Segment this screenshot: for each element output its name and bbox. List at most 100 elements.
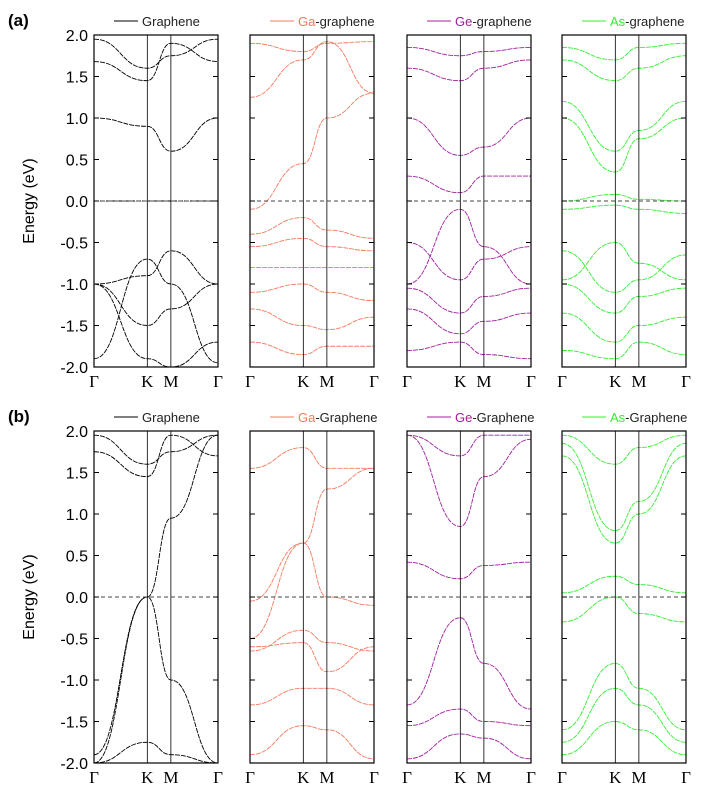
band-panel: (a) Graphene 2.0 1.5 1.0 0.5 0.0 -0.5 -1.0 -1.5 -2… [8, 11, 223, 391]
band-line [93, 741, 219, 764]
band-line [406, 175, 531, 194]
band-line [561, 341, 687, 360]
k-point-label: M [163, 768, 178, 787]
k-point-label: K [609, 768, 622, 787]
band-line [406, 117, 532, 156]
band-line [406, 434, 531, 457]
k-point-label: M [319, 768, 334, 787]
y-tick-label: 0.0 [66, 194, 88, 211]
k-point-label: Γ [89, 372, 99, 391]
y-tick-label: 0.5 [66, 549, 88, 566]
band-line [406, 617, 532, 710]
k-point-label: M [319, 372, 334, 391]
band-line [93, 596, 219, 764]
k-point-label: Γ [681, 768, 691, 787]
k-point-label: Γ [526, 372, 536, 391]
k-point-label: Γ [402, 768, 412, 787]
band-line [93, 38, 219, 69]
band-line [93, 434, 219, 764]
k-point-label: Γ [526, 768, 536, 787]
band-panel: Ge-Graphene Γ K M Γ [402, 410, 536, 787]
band-line [406, 308, 532, 335]
legend-label: Ga-graphene [298, 14, 375, 29]
y-tick-label: 2.0 [66, 424, 88, 441]
band-line [249, 725, 375, 760]
band-line [249, 467, 375, 602]
band-line [406, 708, 532, 727]
k-point-label: K [609, 372, 622, 391]
band-line [249, 41, 375, 53]
y-tick-label: 1.0 [66, 111, 88, 128]
band-line [561, 721, 687, 756]
y-tick-label: 1.0 [66, 507, 88, 524]
band-line [406, 208, 532, 285]
y-tick-label: -0.5 [60, 632, 88, 649]
y-tick-label: 2.0 [66, 28, 88, 45]
y-tick-label: 0.0 [66, 590, 88, 607]
legend-label: Ge-Graphene [455, 410, 535, 425]
k-point-label: K [141, 768, 154, 787]
y-tick-label: 1.5 [66, 70, 88, 87]
y-tick-label: -2.0 [60, 756, 88, 773]
band-line [249, 629, 375, 652]
band-panel: Ga-graphene Γ K M Γ [245, 14, 379, 391]
band-line [561, 575, 687, 594]
y-tick-label: -1.5 [60, 715, 88, 732]
band-line [561, 204, 687, 214]
band-panel: (b) Graphene 2.0 1.5 1.0 0.5 0.0 -0.5 -1.0 -1.5 -2… [8, 407, 223, 787]
k-point-label: Γ [557, 768, 567, 787]
band-line [561, 596, 687, 623]
k-point-label: Γ [245, 768, 255, 787]
band-line [93, 250, 219, 285]
k-point-label: Γ [557, 372, 567, 391]
band-line [249, 447, 374, 469]
legend-label: Ga-Graphene [298, 410, 378, 425]
band-line [249, 642, 375, 673]
band-line [249, 41, 375, 98]
k-point-label: M [631, 768, 646, 787]
panel-label: (b) [8, 407, 30, 426]
band-line [561, 662, 687, 731]
band-line [406, 287, 532, 314]
band-line [561, 242, 687, 281]
k-point-label: K [297, 768, 310, 787]
k-point-label: K [454, 372, 467, 391]
band-line [249, 687, 375, 706]
k-point-label: K [141, 372, 154, 391]
y-axis-label: Energy (eV) [21, 554, 38, 639]
band-line [93, 117, 219, 152]
band-line [561, 250, 687, 293]
band-line [249, 237, 375, 252]
band-panel: Ge-graphene Γ K M Γ [402, 14, 536, 391]
y-tick-label: 0.5 [66, 153, 88, 170]
band-line [561, 193, 687, 202]
band-line [561, 443, 687, 532]
k-point-label: M [476, 768, 491, 787]
band-line [249, 283, 375, 302]
y-tick-label: 1.5 [66, 466, 88, 483]
k-point-label: Γ [213, 372, 223, 391]
band-line [561, 312, 687, 343]
y-tick-label: -0.5 [60, 236, 88, 253]
band-line [561, 55, 687, 82]
band-line [406, 242, 532, 281]
k-point-label: Γ [213, 768, 223, 787]
band-line [406, 434, 532, 527]
k-point-label: M [163, 372, 178, 391]
band-line [561, 687, 687, 743]
band-line [249, 542, 375, 639]
band-line [249, 308, 375, 331]
band-line [249, 341, 374, 356]
band-panel: Ga-Graphene Γ K M Γ [245, 410, 379, 787]
k-point-label: M [476, 372, 491, 391]
panel-label: (a) [8, 11, 29, 30]
band-line [561, 455, 687, 544]
band-line [406, 733, 532, 760]
band-line [561, 434, 687, 465]
band-line [406, 561, 532, 580]
k-point-label: Γ [681, 372, 691, 391]
band-line [93, 42, 219, 82]
band-line [93, 283, 219, 368]
k-point-label: Γ [89, 768, 99, 787]
k-point-label: Γ [369, 768, 379, 787]
